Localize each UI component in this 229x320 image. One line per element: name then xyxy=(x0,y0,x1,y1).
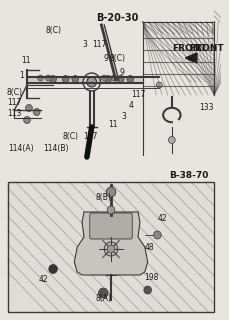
Text: 133: 133 xyxy=(199,102,213,111)
Text: 8(C): 8(C) xyxy=(109,53,125,62)
Text: 117: 117 xyxy=(130,90,144,99)
Text: 48: 48 xyxy=(144,243,154,252)
Text: 198: 198 xyxy=(144,274,158,283)
Circle shape xyxy=(117,76,123,83)
Text: 9: 9 xyxy=(103,53,108,62)
FancyBboxPatch shape xyxy=(89,213,132,239)
Text: 3: 3 xyxy=(82,39,87,49)
Circle shape xyxy=(101,75,107,81)
Circle shape xyxy=(33,108,40,116)
Circle shape xyxy=(111,75,116,81)
Text: 9: 9 xyxy=(119,68,123,76)
Text: 8(C): 8(C) xyxy=(6,87,22,97)
Circle shape xyxy=(24,116,30,124)
Circle shape xyxy=(98,288,108,298)
Polygon shape xyxy=(185,53,196,63)
Circle shape xyxy=(104,242,117,256)
Text: 114(B): 114(B) xyxy=(43,143,68,153)
Circle shape xyxy=(107,245,114,253)
Polygon shape xyxy=(74,212,147,275)
Circle shape xyxy=(107,206,114,214)
Text: 114(A): 114(A) xyxy=(8,143,34,153)
Text: 8(B): 8(B) xyxy=(95,193,111,202)
Text: 8(C): 8(C) xyxy=(62,132,78,140)
Text: 11: 11 xyxy=(21,55,31,65)
Circle shape xyxy=(45,75,51,81)
Circle shape xyxy=(126,76,133,83)
Text: 4: 4 xyxy=(128,100,133,109)
Text: FRONT: FRONT xyxy=(188,44,223,52)
Circle shape xyxy=(72,76,78,83)
Text: 1: 1 xyxy=(19,70,24,79)
Circle shape xyxy=(143,286,151,294)
Circle shape xyxy=(106,187,115,197)
Circle shape xyxy=(104,76,111,83)
Text: 117: 117 xyxy=(92,39,106,49)
Text: 11: 11 xyxy=(108,119,117,129)
Text: 117: 117 xyxy=(7,98,22,107)
Text: B-38-70: B-38-70 xyxy=(169,171,208,180)
Text: 117: 117 xyxy=(83,132,98,140)
Text: 113: 113 xyxy=(7,108,22,117)
Circle shape xyxy=(49,265,57,274)
Text: 8(C): 8(C) xyxy=(45,26,61,35)
Circle shape xyxy=(62,76,69,83)
FancyBboxPatch shape xyxy=(8,182,213,312)
Text: 42: 42 xyxy=(157,213,166,222)
Circle shape xyxy=(156,82,161,88)
Circle shape xyxy=(49,76,56,83)
Circle shape xyxy=(153,231,161,239)
Text: B-20-30: B-20-30 xyxy=(96,13,138,23)
Text: 42: 42 xyxy=(38,276,48,284)
Circle shape xyxy=(87,77,96,87)
Text: FRONT: FRONT xyxy=(171,44,206,52)
Circle shape xyxy=(25,105,32,111)
Circle shape xyxy=(38,75,43,81)
Circle shape xyxy=(168,137,174,143)
Text: 8(A): 8(A) xyxy=(95,293,111,302)
Text: 3: 3 xyxy=(121,111,125,121)
